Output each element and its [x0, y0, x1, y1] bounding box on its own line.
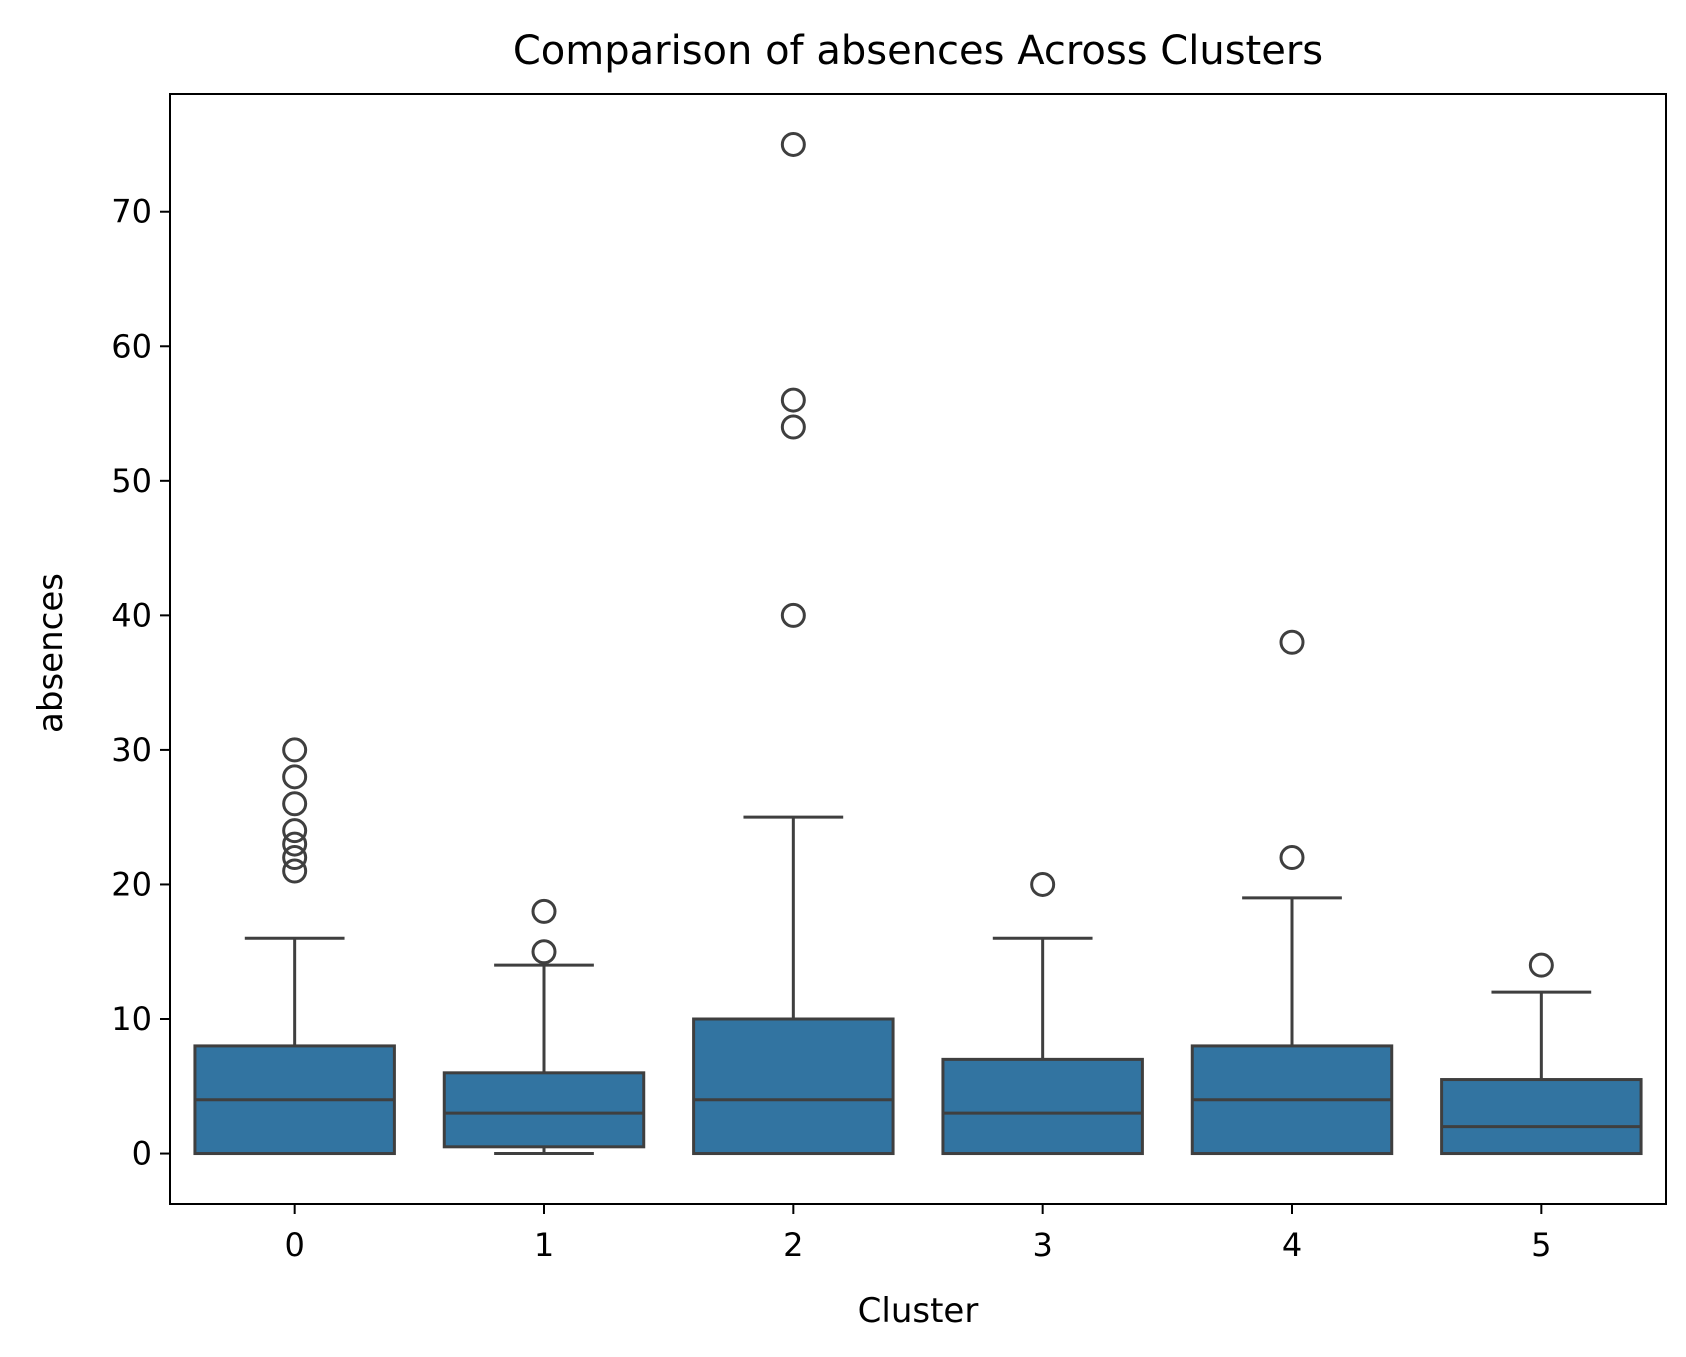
x-tick-label-0: 0	[284, 1226, 304, 1264]
outlier-point-4-1	[1279, 629, 1305, 655]
plot-frame	[169, 93, 1667, 1205]
y-tick-label-40: 40	[111, 596, 152, 634]
y-tick-label-30: 30	[111, 731, 152, 769]
y-tick-label-0: 0	[132, 1135, 152, 1173]
y-tick-label-20: 20	[111, 865, 152, 903]
box-3	[941, 1057, 1144, 1156]
outlier-point-2-3	[780, 131, 806, 157]
outlier-point-0-4	[282, 791, 308, 817]
box-5	[1440, 1078, 1643, 1156]
y-tick-label-10: 10	[111, 1000, 152, 1038]
outlier-point-2-1	[780, 414, 806, 440]
x-tick-label-5: 5	[1531, 1226, 1551, 1264]
x-tick-label-1: 1	[534, 1226, 554, 1264]
outlier-point-2-0	[780, 602, 806, 628]
y-tick-label-50: 50	[111, 462, 152, 500]
outlier-point-0-3	[282, 818, 308, 844]
y-tick-label-70: 70	[111, 193, 152, 231]
outlier-point-2-2	[780, 387, 806, 413]
outlier-point-0-2	[282, 831, 308, 857]
outlier-point-0-6	[282, 737, 308, 763]
box-1	[442, 1071, 646, 1149]
outlier-point-0-5	[282, 764, 308, 790]
x-tick-label-2: 2	[783, 1226, 803, 1264]
box-2	[692, 1017, 895, 1156]
outlier-point-3-0	[1030, 871, 1056, 897]
outlier-point-0-0	[282, 858, 308, 884]
outlier-point-5-0	[1528, 952, 1554, 978]
y-tick-label-60: 60	[111, 327, 152, 365]
outlier-point-4-0	[1279, 845, 1305, 871]
outlier-point-1-0	[531, 939, 557, 965]
x-axis-title: Cluster	[858, 1291, 979, 1331]
y-axis-title: absences	[31, 573, 71, 733]
x-tick-label-3: 3	[1032, 1226, 1052, 1264]
x-tick-label-4: 4	[1282, 1226, 1302, 1264]
outlier-point-1-1	[531, 898, 557, 924]
outlier-point-0-1	[282, 845, 308, 871]
chart-title: Comparison of absences Across Clusters	[513, 28, 1323, 74]
